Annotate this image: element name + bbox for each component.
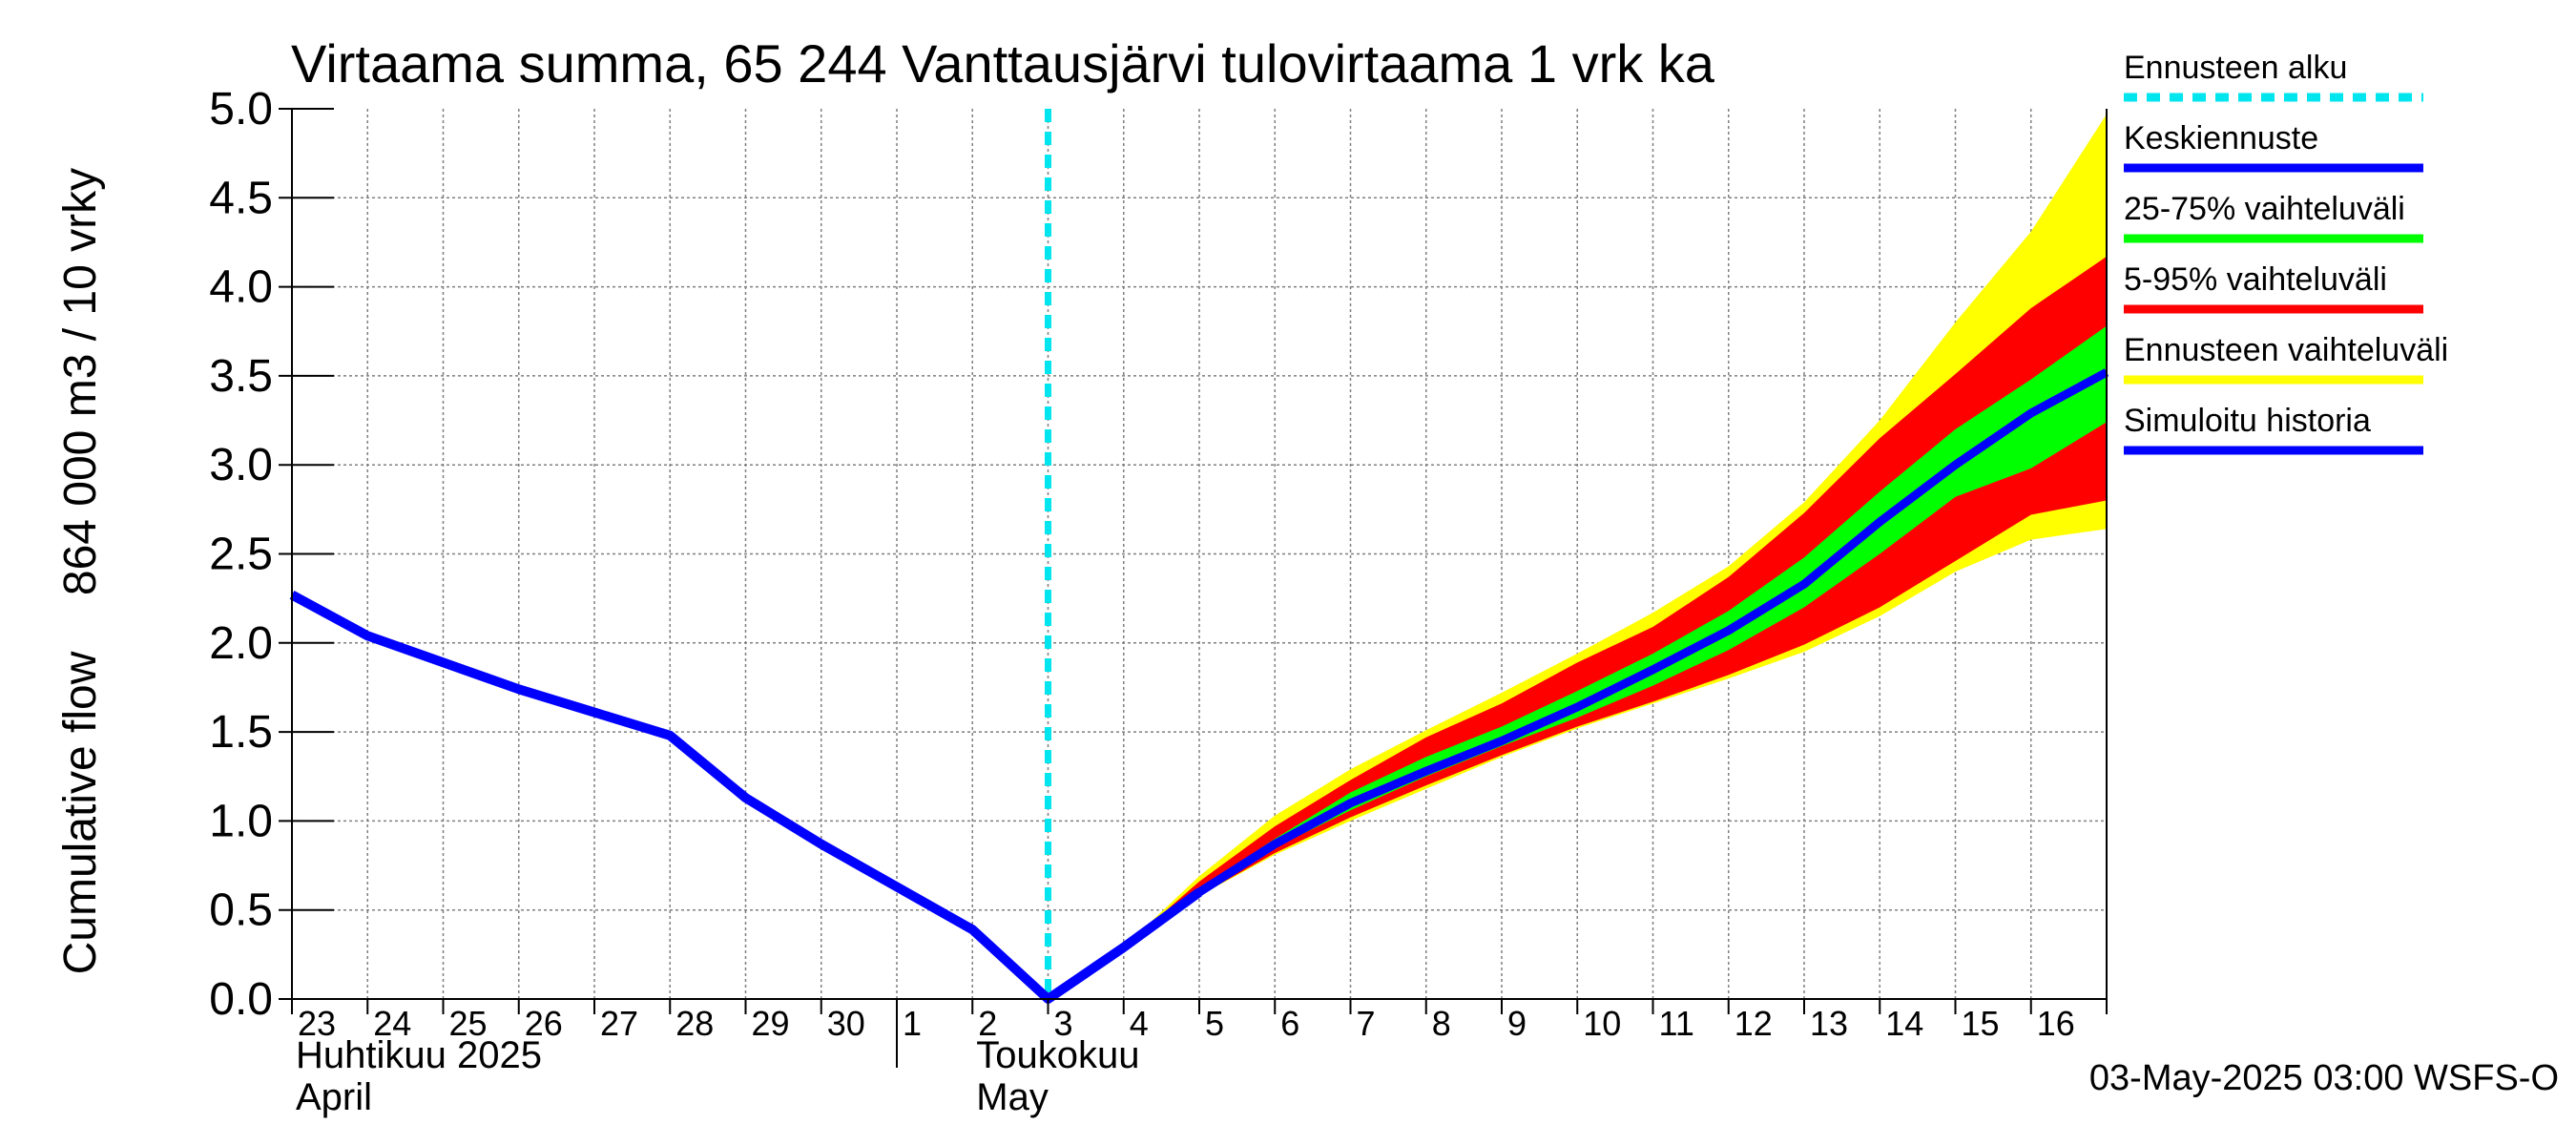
legend-label: 5-95% vaihteluväli <box>2124 261 2387 298</box>
x-tick-label: 15 <box>1962 1004 2000 1043</box>
x-tick-label: 16 <box>2037 1004 2075 1043</box>
month-label-fi: Huhtikuu 2025 <box>296 1034 542 1076</box>
legend-label: Ennusteen alku <box>2124 50 2347 86</box>
legend-label: Ennusteen vaihteluväli <box>2124 332 2448 368</box>
legend-label: 25-75% vaihteluväli <box>2124 191 2405 227</box>
y-tick-label: 1.5 <box>209 707 273 758</box>
y-tick-label: 3.5 <box>209 351 273 402</box>
x-tick-label: 14 <box>1885 1004 1923 1043</box>
y-tick-label: 3.0 <box>209 440 273 490</box>
y-tick-label: 2.0 <box>209 618 273 669</box>
y-axis-label-line1: Cumulative flow <box>55 651 106 974</box>
y-tick-label: 0.0 <box>209 974 273 1025</box>
legend: Ennusteen alku Keskiennuste 25-75% vaihtel… <box>2124 50 2448 455</box>
x-tick-label: 6 <box>1280 1004 1299 1043</box>
x-tick-label: 23 <box>298 1004 336 1043</box>
chart-title: Virtaama summa, 65 244 Vanttausjärvi tul… <box>291 33 1715 94</box>
y-axis-label: Cumulative flow 864 000 m3 / 10 vrky <box>55 168 106 975</box>
x-tick-label: 7 <box>1357 1004 1376 1043</box>
x-tick-label: 8 <box>1432 1004 1451 1043</box>
median-forecast-line <box>1121 368 2109 951</box>
month-label-en: April <box>296 1076 372 1118</box>
x-tick-label: 2 <box>978 1004 997 1043</box>
x-tick-label: 26 <box>525 1004 563 1043</box>
y-tick-labels: 0.0 0.5 1.0 1.5 2.0 2.5 3.0 3.5 4.0 4.5 5.0 <box>209 84 273 1025</box>
x-tick-labels: 23 24 25 26 27 28 29 30 1 2 3 4 5 6 7 8 9 10 11 12 13 14 15 16 <box>298 1004 2075 1043</box>
y-tick-label: 4.0 <box>209 262 273 313</box>
month-label-en: May <box>976 1076 1049 1118</box>
x-tick-label: 4 <box>1130 1004 1149 1043</box>
axes <box>279 108 2108 1068</box>
x-tick-label: 10 <box>1583 1004 1621 1043</box>
x-tick-label: 24 <box>373 1004 411 1043</box>
legend-label: Keskiennuste <box>2124 120 2318 156</box>
y-tick-label: 5.0 <box>209 84 273 135</box>
y-tick-label: 4.5 <box>209 173 273 223</box>
x-tick-label: 13 <box>1810 1004 1848 1043</box>
y-tick-label: 0.5 <box>209 885 273 936</box>
legend-label: Simuloitu historia <box>2124 403 2371 439</box>
x-tick-label: 9 <box>1507 1004 1527 1043</box>
y-axis-label-line2: 864 000 m3 / 10 vrky <box>55 168 106 595</box>
x-tick-label: 1 <box>903 1004 922 1043</box>
month-label-fi: Toukokuu <box>976 1034 1139 1076</box>
x-tick-label: 5 <box>1205 1004 1224 1043</box>
y-tick-label: 2.5 <box>209 530 273 580</box>
y-tick-label: 1.0 <box>209 796 273 846</box>
x-tick-label: 25 <box>449 1004 488 1043</box>
x-tick-label: 27 <box>600 1004 638 1043</box>
x-tick-label: 3 <box>1054 1004 1073 1043</box>
x-tick-label: 28 <box>675 1004 714 1043</box>
x-tick-label: 12 <box>1735 1004 1773 1043</box>
x-tick-label: 11 <box>1659 1004 1694 1043</box>
x-tick-label: 30 <box>827 1004 865 1043</box>
x-tick-label: 29 <box>752 1004 790 1043</box>
band-5-95-vaihteluv-li <box>1123 256 2107 947</box>
footer-timestamp: 03-May-2025 03:00 WSFS-O <box>2089 1058 2559 1098</box>
